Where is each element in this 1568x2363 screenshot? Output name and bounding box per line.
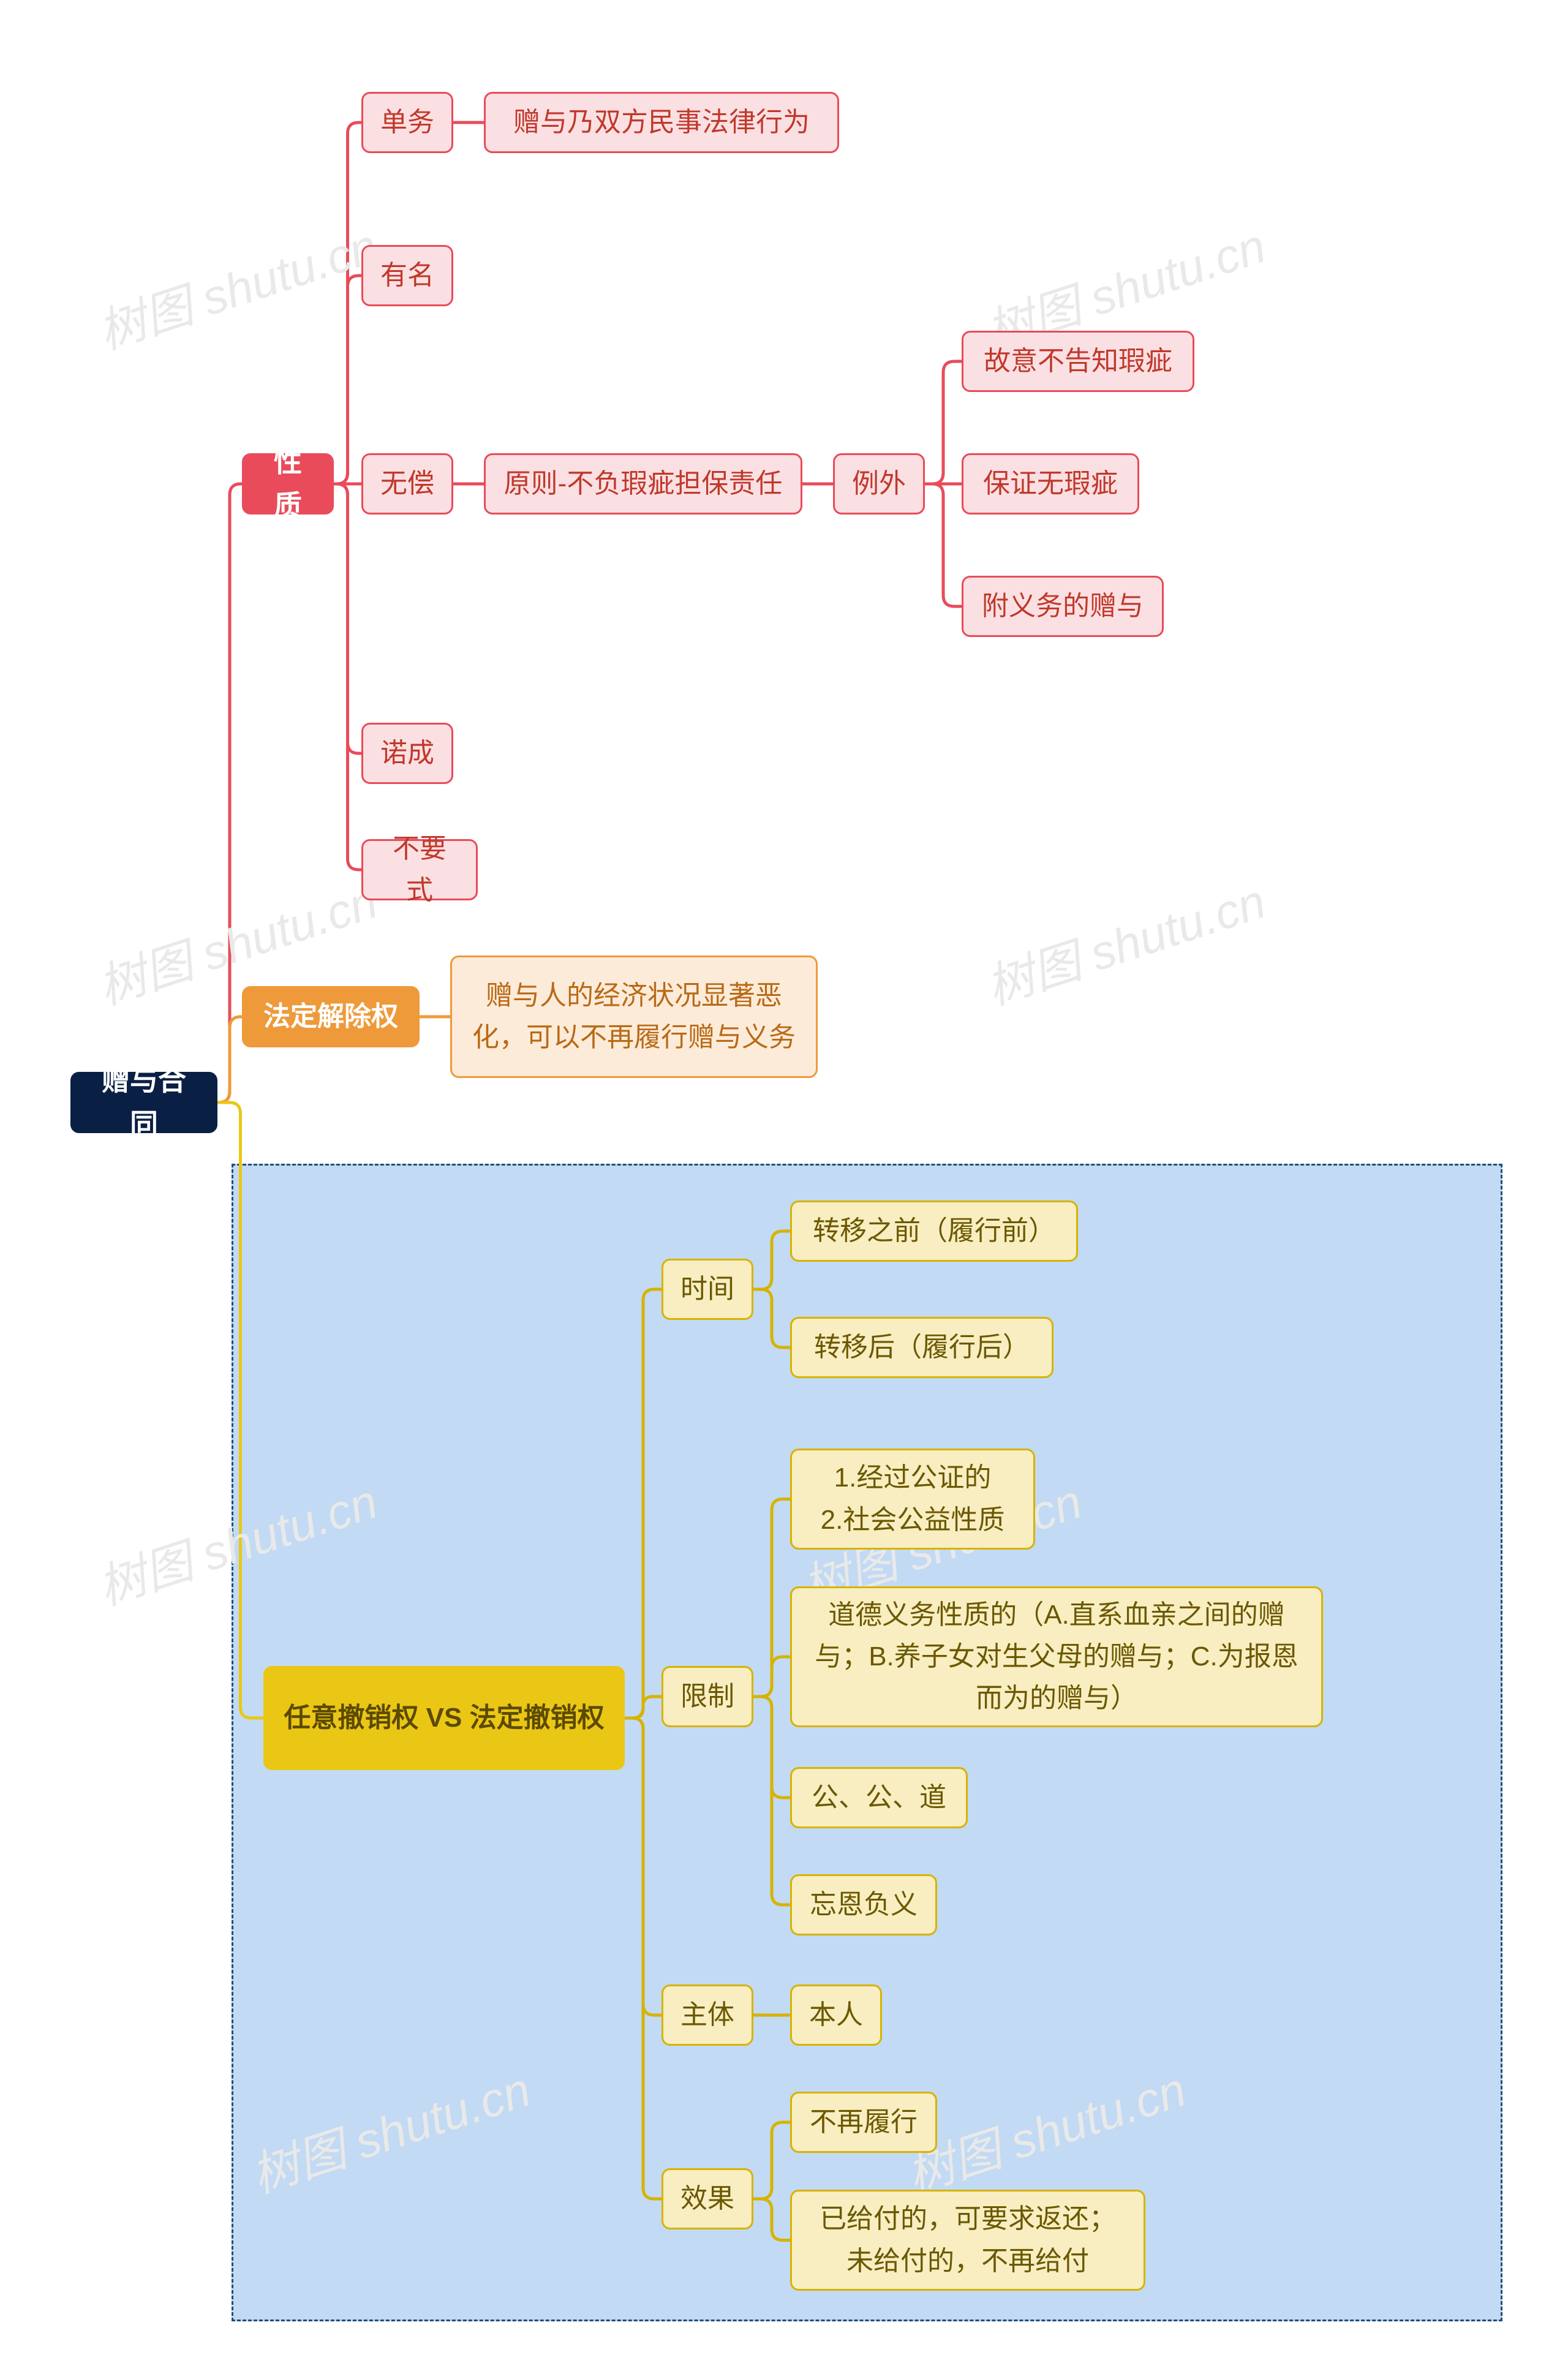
mindmap-node-c_lim3[interactable]: 公、公、道 [790, 1767, 968, 1828]
mindmap-node-c_time1[interactable]: 转移之前（履行前） [790, 1200, 1078, 1262]
node-label: 单务 [380, 102, 434, 143]
mindmap-node-fading[interactable]: 法定解除权 [242, 986, 420, 1047]
node-label: 赠与乃双方民事法律行为 [513, 102, 810, 143]
node-label: 限制 [680, 1676, 734, 1717]
mindmap-node-n_wc_ex[interactable]: 例外 [833, 453, 925, 514]
node-label: 本人 [809, 1994, 863, 2036]
mindmap-node-n_wuchang[interactable]: 无偿 [361, 453, 453, 514]
mindmap-node-c_eff2[interactable]: 已给付的，可要求返还；未给付的，不再给付 [790, 2190, 1145, 2291]
connector [925, 361, 962, 484]
node-label: 诺成 [380, 733, 434, 774]
mindmap-node-nature[interactable]: 性质 [242, 453, 334, 514]
node-label: 保证无瑕疵 [983, 463, 1118, 505]
mindmap-node-c_lim2[interactable]: 道德义务性质的（A.直系血亲之间的赠与；B.养子女对生父母的赠与；C.为报恩而为… [790, 1586, 1323, 1727]
node-label: 无偿 [380, 463, 434, 505]
mindmap-node-c_sub1[interactable]: 本人 [790, 1984, 882, 2046]
node-label: 主体 [680, 1994, 734, 2036]
connector [217, 484, 242, 1102]
node-label: 赠与人的经济状况显著恶化，可以不再履行赠与义务 [469, 975, 799, 1058]
mindmap-node-c_time2[interactable]: 转移后（履行后） [790, 1317, 1054, 1378]
node-label: 忘恩负义 [810, 1884, 918, 1926]
mindmap-node-c_lim4[interactable]: 忘恩负义 [790, 1874, 937, 1935]
node-label: 1.经过公证的 2.社会公益性质 [821, 1457, 1005, 1540]
mindmap-node-c_eff[interactable]: 效果 [662, 2168, 753, 2229]
node-label: 有名 [380, 255, 434, 296]
mindmap-node-n_buyao[interactable]: 不要式 [361, 839, 478, 900]
mindmap-node-c_eff1[interactable]: 不再履行 [790, 2092, 937, 2153]
mindmap-node-n_wc_e1[interactable]: 故意不告知瑕疵 [962, 331, 1194, 392]
mindmap-node-n_youming[interactable]: 有名 [361, 245, 453, 306]
node-label: 效果 [680, 2178, 734, 2220]
node-label: 已给付的，可要求返还；未给付的，不再给付 [809, 2198, 1126, 2282]
watermark: 树图 shutu.cn [976, 864, 1273, 1019]
node-label: 公、公、道 [812, 1777, 946, 1818]
node-label: 原则-不负瑕疵担保责任 [504, 463, 783, 505]
watermark: 树图 shutu.cn [88, 208, 385, 363]
node-label: 不再履行 [810, 2101, 918, 2143]
connector [217, 1017, 242, 1102]
connector [334, 122, 361, 484]
node-label: 例外 [852, 463, 906, 505]
connector [334, 484, 361, 753]
node-label: 法定解除权 [263, 996, 398, 1038]
node-label: 任意撤销权 VS 法定撤销权 [284, 1697, 604, 1739]
mindmap-node-n_nuo[interactable]: 诺成 [361, 723, 453, 784]
mindmap-node-n_wc_e3[interactable]: 附义务的赠与 [962, 576, 1164, 637]
mindmap-node-c_lim[interactable]: 限制 [662, 1666, 753, 1727]
node-label: 转移后（履行后） [814, 1327, 1030, 1368]
connector [334, 484, 361, 870]
connector [925, 484, 962, 606]
mindmap-node-c_sub[interactable]: 主体 [662, 1984, 753, 2046]
node-label: 时间 [680, 1268, 734, 1310]
node-label: 赠与合同 [89, 1059, 198, 1147]
mindmap-node-n_wc_p[interactable]: 原则-不负瑕疵担保责任 [484, 453, 802, 514]
mindmap-node-n_danwu_c[interactable]: 赠与乃双方民事法律行为 [484, 92, 839, 153]
mindmap-node-root[interactable]: 赠与合同 [70, 1072, 217, 1133]
mindmap-node-fading_c[interactable]: 赠与人的经济状况显著恶化，可以不再履行赠与义务 [450, 955, 818, 1078]
node-label: 性质 [261, 440, 315, 528]
node-label: 不要式 [380, 828, 459, 911]
node-label: 转移之前（履行前） [813, 1210, 1055, 1252]
mindmap-node-c_time[interactable]: 时间 [662, 1259, 753, 1320]
mindmap-node-n_danwu[interactable]: 单务 [361, 92, 453, 153]
node-label: 附义务的赠与 [982, 586, 1144, 627]
node-label: 故意不告知瑕疵 [984, 341, 1172, 382]
mindmap-node-c_lim1[interactable]: 1.经过公证的 2.社会公益性质 [790, 1449, 1035, 1550]
mindmap-canvas: 树图 shutu.cn树图 shutu.cn树图 shutu.cn树图 shut… [0, 0, 1568, 2363]
mindmap-node-n_wc_e2[interactable]: 保证无瑕疵 [962, 453, 1139, 514]
mindmap-node-chexiao[interactable]: 任意撤销权 VS 法定撤销权 [263, 1666, 625, 1770]
node-label: 道德义务性质的（A.直系血亲之间的赠与；B.养子女对生父母的赠与；C.为报恩而为… [809, 1594, 1304, 1720]
connector [334, 276, 361, 484]
